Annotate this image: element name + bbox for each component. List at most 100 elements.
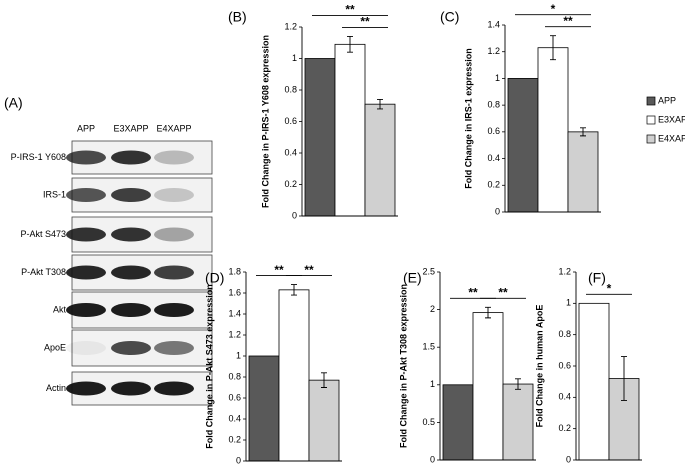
bar xyxy=(502,383,534,461)
bar xyxy=(578,302,610,461)
y-tick-label: 1.5 xyxy=(422,342,435,352)
legend-label: E4XAPP xyxy=(658,133,685,143)
y-tick-label: 1 xyxy=(236,350,241,360)
y-tick-label: 1.2 xyxy=(284,21,297,31)
blot-band xyxy=(154,341,194,355)
y-tick-label: 0.4 xyxy=(558,392,571,402)
blot-band xyxy=(111,381,151,396)
y-tick-label: 0.6 xyxy=(228,392,241,402)
blot-band xyxy=(111,227,151,242)
blot-band xyxy=(111,265,151,280)
y-tick-label: 1 xyxy=(566,298,571,308)
y-tick-label: 2 xyxy=(430,304,435,314)
y-tick-label: 0 xyxy=(566,454,571,464)
y-tick-label: 1.2 xyxy=(487,46,500,56)
blot-band xyxy=(66,188,106,202)
blot-band xyxy=(154,150,194,165)
y-tick-label: 0.2 xyxy=(228,434,241,444)
panel-label: (F) xyxy=(588,270,606,286)
blot-band xyxy=(111,150,151,165)
error-bar xyxy=(515,378,521,390)
row-label: P-Akt S473 xyxy=(20,229,66,239)
y-tick-label: 0 xyxy=(236,455,241,465)
y-tick-label: 1.4 xyxy=(487,19,500,29)
column-label: E3XAPP xyxy=(113,123,148,133)
y-tick-label: 0.5 xyxy=(422,417,435,427)
row-label: P-IRS-1 Y608 xyxy=(11,152,66,162)
bar xyxy=(308,379,340,462)
y-tick-label: 0.8 xyxy=(284,84,297,94)
blot-band xyxy=(66,381,106,396)
y-tick-label: 0.8 xyxy=(558,329,571,339)
y-tick-label: 0.6 xyxy=(487,126,500,136)
panel-label: (D) xyxy=(205,270,224,286)
significance-label: ** xyxy=(345,3,355,17)
y-tick-label: 0.6 xyxy=(558,360,571,370)
panel-label: (B) xyxy=(228,9,247,25)
y-tick-label: 0.2 xyxy=(284,179,297,189)
blot-band xyxy=(66,341,106,355)
blot-band xyxy=(154,265,194,280)
blot-band xyxy=(154,188,194,202)
error-bar xyxy=(321,372,327,388)
y-tick-label: 0 xyxy=(430,454,435,464)
legend-swatch xyxy=(646,134,656,144)
significance-label: ** xyxy=(468,286,478,300)
y-tick-label: 1 xyxy=(495,73,500,83)
y-tick-label: 0.2 xyxy=(558,423,571,433)
y-tick-label: 0.8 xyxy=(487,100,500,110)
y-tick-label: 1 xyxy=(430,379,435,389)
error-bar xyxy=(377,99,383,110)
row-label: IRS-1 xyxy=(43,189,66,199)
significance-label: ** xyxy=(563,14,573,28)
significance-label: ** xyxy=(498,286,508,300)
error-bar xyxy=(580,127,586,137)
y-tick-label: 0.2 xyxy=(487,180,500,190)
blot-band xyxy=(154,381,194,396)
bar xyxy=(472,312,504,461)
y-tick-label: 1.2 xyxy=(228,329,241,339)
y-tick-label: 1.6 xyxy=(228,287,241,297)
error-bar xyxy=(347,36,353,53)
panel-label: (A) xyxy=(4,95,23,111)
significance-label: * xyxy=(607,282,612,296)
bar xyxy=(507,78,539,213)
blot-band xyxy=(66,227,106,242)
row-label: P-Akt T308 xyxy=(21,267,66,277)
row-label: Akt xyxy=(53,304,67,314)
y-axis-label: Fold Change in IRS-1 expression xyxy=(463,48,473,189)
y-tick-label: 1.4 xyxy=(228,308,241,318)
bar xyxy=(278,289,310,462)
y-tick-label: 1 xyxy=(292,53,297,63)
significance-label: ** xyxy=(274,263,284,277)
row-label: Actin xyxy=(46,383,66,393)
y-tick-label: 0.6 xyxy=(284,116,297,126)
y-tick-label: 0.4 xyxy=(284,147,297,157)
significance-label: * xyxy=(551,2,556,16)
bar xyxy=(567,131,599,213)
panel-label: (E) xyxy=(403,270,422,286)
blot-band xyxy=(66,265,106,280)
blot-band xyxy=(66,303,106,317)
significance-label: ** xyxy=(360,15,370,29)
legend-swatch xyxy=(646,96,656,106)
significance-label: ** xyxy=(304,263,314,277)
bar xyxy=(248,355,280,462)
bar xyxy=(442,384,474,461)
y-tick-label: 0.4 xyxy=(487,153,500,163)
y-tick-label: 1.8 xyxy=(228,266,241,276)
error-bar xyxy=(291,284,297,296)
y-tick-label: 0 xyxy=(495,206,500,216)
y-tick-label: 2.5 xyxy=(422,266,435,276)
column-label: APP xyxy=(77,123,95,133)
legend-label: E3XAPP xyxy=(658,114,685,124)
bar xyxy=(364,103,396,217)
blot-band xyxy=(111,303,151,317)
bar xyxy=(334,43,366,217)
blot-band xyxy=(111,188,151,202)
bar xyxy=(537,47,569,213)
bar xyxy=(304,58,336,217)
panel-label: (C) xyxy=(440,9,459,25)
y-axis-label: Fold Change in P-IRS-1 Y608 expression xyxy=(260,35,270,208)
